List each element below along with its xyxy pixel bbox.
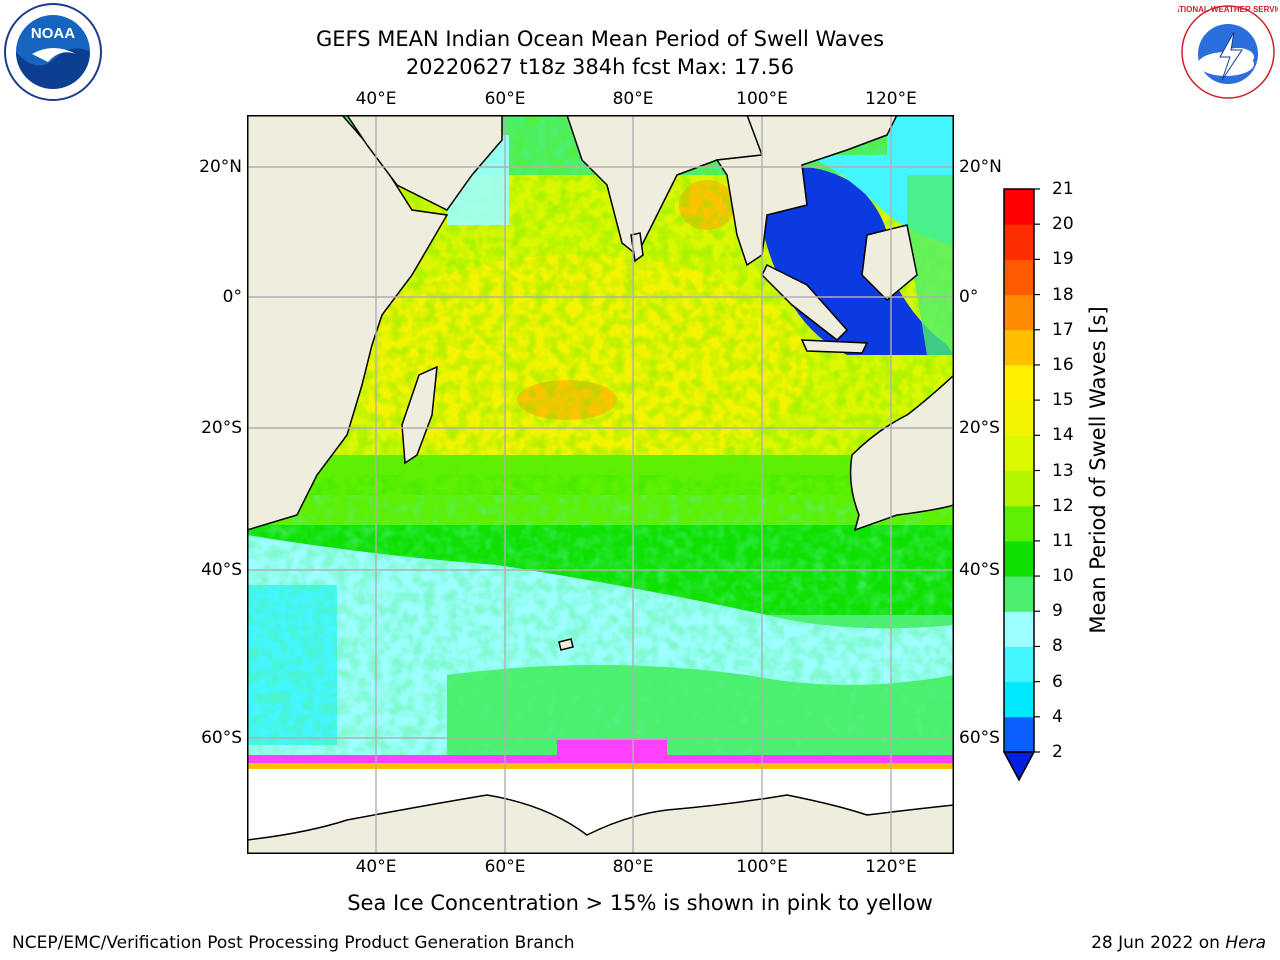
- colorbar-tick-label: 2: [1052, 742, 1063, 762]
- lon-tick-bottom: 80°E: [612, 857, 654, 877]
- land-australia: [849, 373, 954, 532]
- lon-tick-bottom: 100°E: [736, 857, 788, 877]
- footer-host: Hera: [1225, 933, 1266, 953]
- colorbar-segment: [1004, 611, 1034, 647]
- land-arabia: [346, 115, 503, 211]
- colorbar-label: Mean Period of Swell Waves [s]: [1086, 306, 1110, 634]
- colorbar-extend-arrow: [1002, 751, 1036, 782]
- colorbar-tick-label: 13: [1052, 460, 1074, 481]
- lon-tick-bottom: 120°E: [865, 857, 917, 877]
- land-madagascar: [401, 365, 438, 465]
- colorbar: [1002, 188, 1040, 782]
- noaa-logo: NOAA: [4, 3, 102, 101]
- colorbar-segment: [1004, 716, 1034, 753]
- colorbar-segment: [1004, 470, 1034, 507]
- colorbar-tick-label: 17: [1052, 319, 1074, 340]
- colorbar-tick-label: 15: [1052, 390, 1074, 411]
- colorbar-tick-label: 12: [1052, 495, 1074, 516]
- lat-tick-right: 20°S: [959, 418, 1000, 438]
- colorbar-tick-label: 8: [1052, 636, 1063, 657]
- lat-tick-right: 20°N: [959, 157, 1002, 177]
- nws-logo-text: NATIONAL WEATHER SERVICE: [1178, 5, 1278, 14]
- lat-tick-right: 40°S: [959, 560, 1000, 580]
- colorbar-tick-label: 10: [1052, 566, 1074, 587]
- map: [247, 115, 954, 854]
- colorbar-tick-label: 21: [1052, 179, 1074, 199]
- colorbar-tick-label: 4: [1052, 706, 1063, 727]
- lat-tick-left: 0°: [222, 287, 242, 307]
- colorbar-tick-label: 14: [1052, 425, 1074, 446]
- lon-tick-bottom: 40°E: [355, 857, 397, 877]
- colorbar-segment: [1004, 224, 1034, 260]
- colorbar-segment: [1004, 505, 1034, 542]
- footer-date-text: 28 Jun 2022 on: [1091, 933, 1220, 953]
- colorbar-segment: [1004, 681, 1034, 718]
- colorbar-tick-label: 9: [1052, 601, 1063, 622]
- sea-ice-note: Sea Ice Concentration > 15% is shown in …: [347, 891, 933, 915]
- lat-tick-left: 20°S: [201, 418, 242, 438]
- colorbar-segment: [1004, 540, 1034, 577]
- nws-logo: NATIONAL WEATHER SERVICE: [1178, 5, 1278, 99]
- lon-tick-top: 60°E: [484, 89, 526, 109]
- lon-tick-bottom: 60°E: [484, 857, 526, 877]
- lat-tick-right: 0°: [959, 287, 979, 307]
- colorbar-tick-label: 20: [1052, 214, 1074, 235]
- colorbar-segment: [1004, 364, 1034, 401]
- lon-tick-top: 40°E: [355, 89, 397, 109]
- land-borneo: [861, 224, 918, 302]
- lon-tick-top: 100°E: [736, 89, 788, 109]
- lon-tick-top: 80°E: [612, 89, 654, 109]
- colorbar-segment: [1004, 259, 1034, 296]
- colorbar-segment: [1004, 294, 1034, 331]
- land-kerguelen: [558, 638, 574, 651]
- lat-tick-left: 40°S: [201, 560, 242, 580]
- colorbar-tick-label: 6: [1052, 671, 1063, 692]
- colorbar-segment: [1004, 646, 1034, 683]
- chart-subtitle: 20220627 t18z 384h fcst Max: 17.56: [405, 55, 795, 79]
- noaa-logo-text: NOAA: [31, 25, 75, 42]
- lon-tick-top: 120°E: [865, 89, 917, 109]
- land-antarctica: [247, 794, 954, 854]
- colorbar-segment: [1004, 435, 1034, 471]
- footer-date: 28 Jun 2022 on Hera: [1091, 933, 1266, 953]
- colorbar-tick-label: 19: [1052, 249, 1074, 270]
- lat-tick-left: 20°N: [199, 157, 242, 177]
- footer-credit: NCEP/EMC/Verification Post Processing Pr…: [12, 933, 575, 953]
- colorbar-segment: [1004, 400, 1034, 436]
- colorbar-tick-label: 18: [1052, 284, 1074, 305]
- graticule: [247, 115, 954, 854]
- colorbar-segment: [1004, 189, 1034, 225]
- chart-title: GEFS MEAN Indian Ocean Mean Period of Sw…: [315, 27, 885, 51]
- colorbar-segment: [1004, 576, 1034, 612]
- land-java: [800, 339, 869, 354]
- colorbar-tick-label: 11: [1052, 530, 1074, 551]
- colorbar-tick-label: 16: [1052, 354, 1074, 375]
- colorbar-segment: [1004, 329, 1034, 366]
- lat-tick-right: 60°S: [959, 728, 1000, 748]
- lat-tick-left: 60°S: [201, 728, 242, 748]
